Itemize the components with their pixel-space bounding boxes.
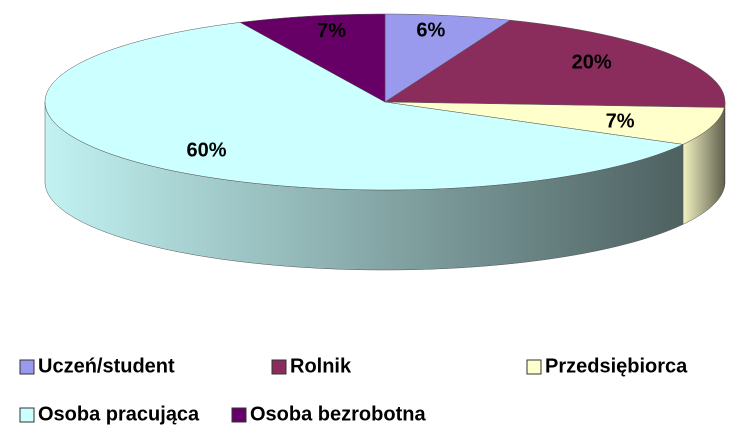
legend-swatch	[231, 407, 247, 423]
slice	[384, 101, 725, 145]
legend-label: Osoba pracująca	[38, 403, 200, 425]
data-label: 60%	[187, 140, 227, 162]
slice	[44, 22, 684, 191]
legend-swatch	[526, 359, 542, 375]
legend-label: Rolnik	[290, 355, 352, 377]
slice	[239, 13, 386, 103]
legend-swatch	[271, 359, 287, 375]
legend-label: Osoba bezrobotna	[250, 403, 426, 425]
data-label: 6%	[416, 19, 445, 41]
legend-swatch	[19, 407, 35, 423]
data-label: 20%	[572, 52, 612, 74]
slice	[384, 13, 511, 103]
data-label: 7%	[317, 20, 346, 42]
legend-label: Uczeń/student	[38, 355, 175, 377]
slice	[384, 19, 726, 108]
legend-label: Przedsiębiorca	[545, 355, 688, 377]
legend-swatch	[19, 359, 35, 375]
data-label: 7%	[606, 110, 635, 132]
